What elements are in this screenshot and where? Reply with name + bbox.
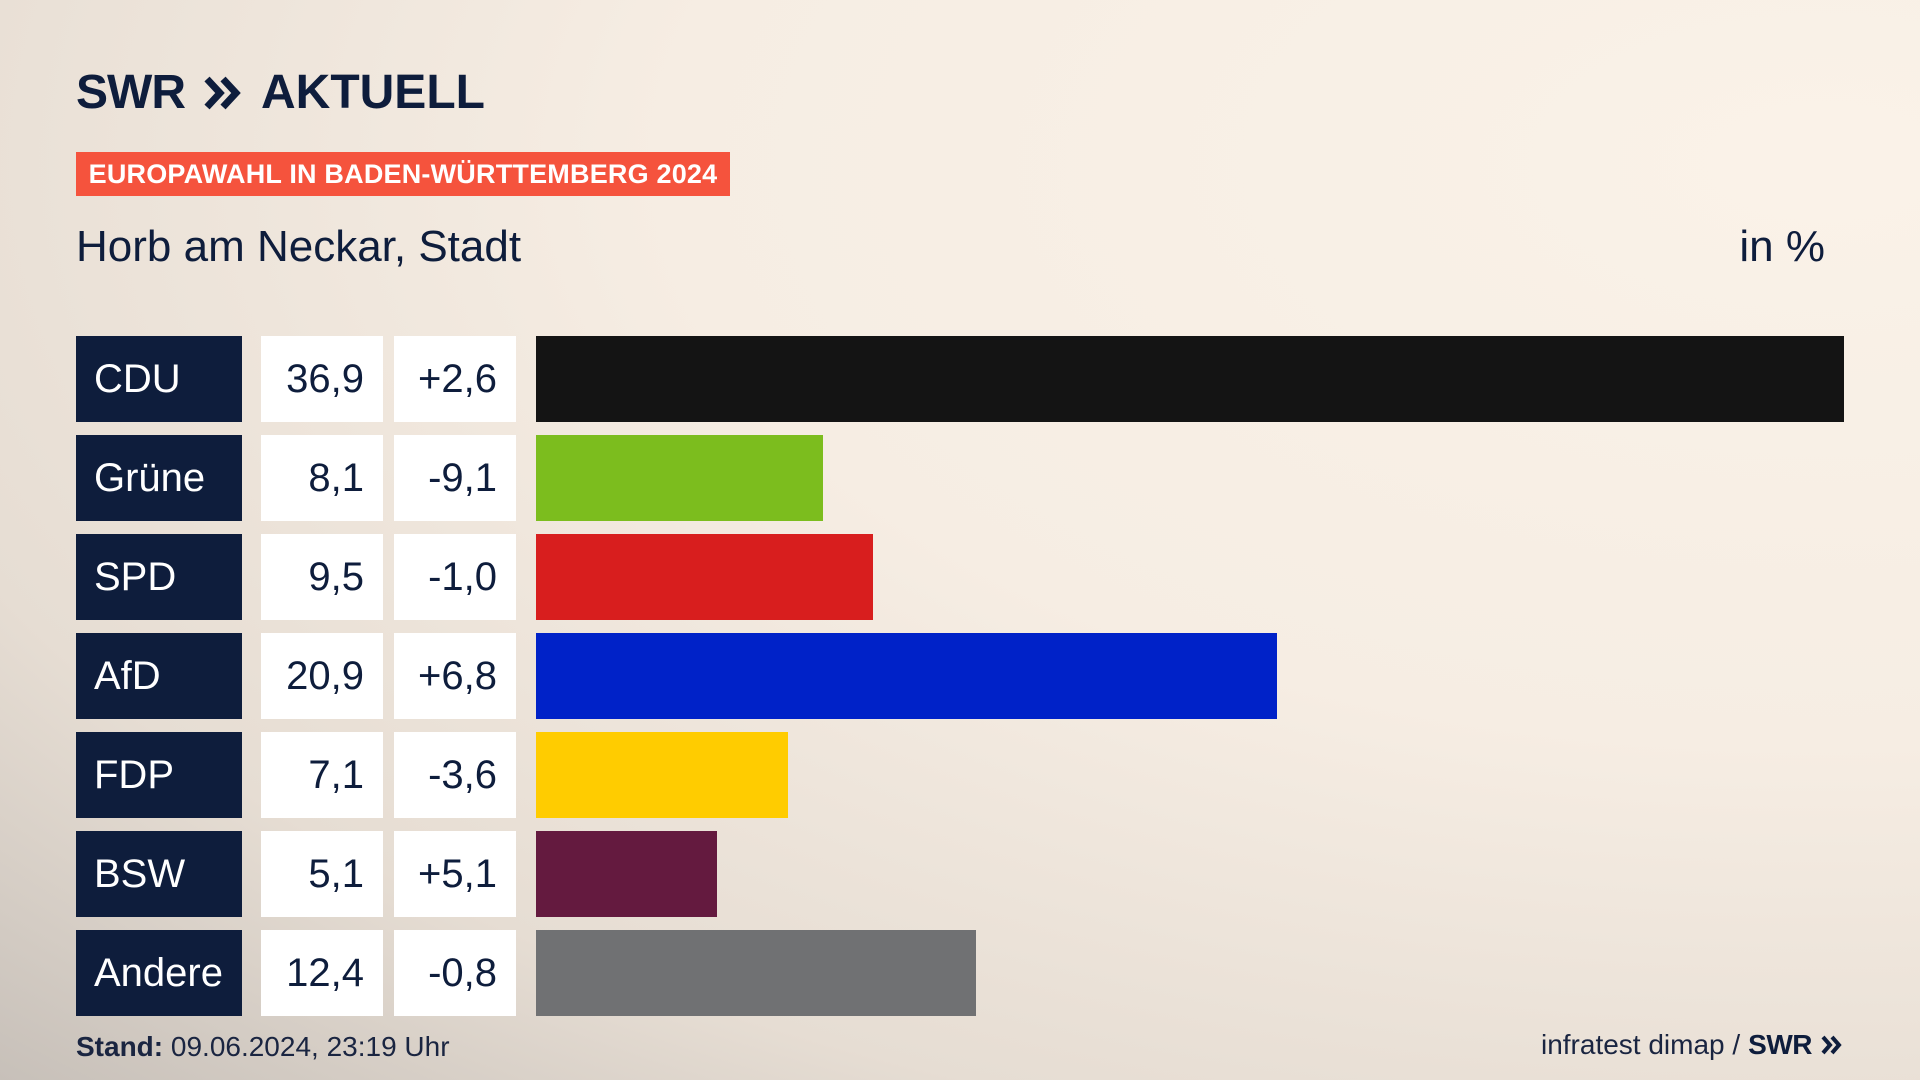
- chart-row: SPD 9,5 -1,0: [76, 534, 1844, 620]
- bar: [536, 633, 1277, 719]
- party-label: Grüne: [76, 435, 242, 521]
- double-chevron-icon: [204, 76, 241, 110]
- chart-row: Grüne 8,1 -9,1: [76, 435, 1844, 521]
- party-label: FDP: [76, 732, 242, 818]
- diff-label: -9,1: [394, 435, 516, 521]
- bar: [536, 831, 717, 917]
- value-label: 36,9: [261, 336, 383, 422]
- bar: [536, 534, 873, 620]
- double-chevron-icon-small: [1821, 1035, 1842, 1055]
- value-label: 20,9: [261, 633, 383, 719]
- source-credit: infratest dimap / SWR: [1541, 1029, 1844, 1061]
- bar: [536, 336, 1844, 422]
- swr-aktuell-logo: SWR AKTUELL: [76, 66, 485, 120]
- value-label: 9,5: [261, 534, 383, 620]
- diff-label: -0,8: [394, 930, 516, 1016]
- bar: [536, 930, 976, 1016]
- chart-row: AfD 20,9 +6,8: [76, 633, 1844, 719]
- value-label: 7,1: [261, 732, 383, 818]
- value-label: 12,4: [261, 930, 383, 1016]
- party-label: AfD: [76, 633, 242, 719]
- swr-small-logo-text: SWR: [1748, 1029, 1812, 1060]
- diff-label: -3,6: [394, 732, 516, 818]
- bar: [536, 435, 823, 521]
- value-label: 5,1: [261, 831, 383, 917]
- party-label: Andere: [76, 930, 242, 1016]
- election-badge: EUROPAWAHL IN BADEN-WÜRTTEMBERG 2024: [76, 152, 730, 196]
- diff-label: +2,6: [394, 336, 516, 422]
- diff-label: -1,0: [394, 534, 516, 620]
- chart-row: FDP 7,1 -3,6: [76, 732, 1844, 818]
- party-label: BSW: [76, 831, 242, 917]
- diff-label: +5,1: [394, 831, 516, 917]
- diff-label: +6,8: [394, 633, 516, 719]
- aktuell-logo-text: AKTUELL: [260, 66, 485, 119]
- swr-logo-text: SWR: [76, 66, 186, 119]
- stand-label: Stand:: [76, 1031, 164, 1062]
- chart-row: Andere 12,4 -0,8: [76, 930, 1844, 1016]
- party-label: CDU: [76, 336, 242, 422]
- chart-row: CDU 36,9 +2,6: [76, 336, 1844, 422]
- stand-value: 09.06.2024, 23:19 Uhr: [170, 1031, 450, 1062]
- value-label: 8,1: [261, 435, 383, 521]
- chart-row: BSW 5,1 +5,1: [76, 831, 1844, 917]
- timestamp: Stand: 09.06.2024, 23:19 Uhr: [76, 1031, 450, 1063]
- place-title: Horb am Neckar, Stadt: [76, 222, 522, 271]
- party-label: SPD: [76, 534, 242, 620]
- unit-label: in %: [1739, 222, 1825, 271]
- source-text: infratest dimap /: [1540, 1029, 1741, 1060]
- bar: [536, 732, 788, 818]
